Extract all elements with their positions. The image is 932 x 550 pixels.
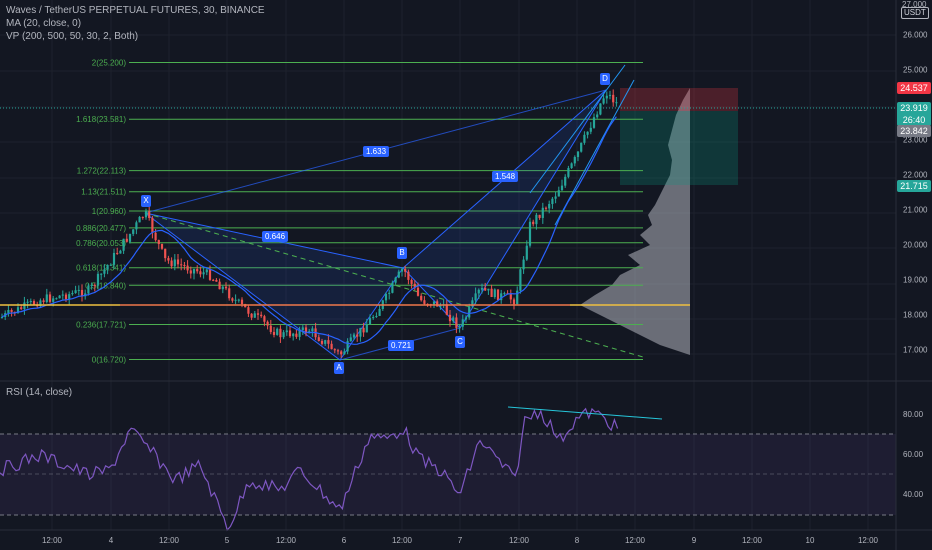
ratio-xb[interactable]: 0.646 — [262, 231, 289, 242]
vp-legend[interactable]: VP (200, 500, 50, 30, 2, Both) — [6, 31, 139, 42]
price-tick: 26.000 — [903, 31, 928, 40]
rsi-pane[interactable] — [0, 380, 932, 532]
price-tick: 22.000 — [903, 171, 928, 180]
time-label: 12:00 — [858, 536, 879, 545]
price-tick: 23.000 — [903, 136, 928, 145]
fib-label: 0.886(20.477) — [76, 224, 126, 233]
time-label: 12:00 — [42, 536, 63, 545]
rsi-legend[interactable]: RSI (14, close) — [6, 387, 73, 398]
rsi-tick: 40.00 — [903, 490, 924, 499]
time-label: 4 — [109, 536, 114, 545]
last-price-tag[interactable]: 23.919 26:40 — [897, 102, 931, 126]
point-c[interactable]: C — [455, 336, 465, 348]
ratio-ac[interactable]: 0.721 — [388, 340, 415, 351]
price-tick: 18.000 — [903, 311, 928, 320]
target-zone[interactable] — [620, 111, 738, 185]
time-label: 5 — [225, 536, 230, 545]
rsi-tick: 80.00 — [903, 410, 924, 419]
volume-profile-shape — [580, 88, 690, 355]
price-tick: 19.000 — [903, 276, 928, 285]
fib-label: 0(16.720) — [92, 356, 127, 365]
symbol-title[interactable]: Waves / TetherUS PERPETUAL FUTURES, 30, … — [6, 5, 265, 16]
stop-zone[interactable] — [620, 88, 738, 111]
price-tick: 21.000 — [903, 206, 928, 215]
point-x[interactable]: X — [141, 195, 151, 207]
last-price-value: 23.919 — [900, 103, 928, 113]
fib-label: 0.618(19.341) — [76, 264, 126, 273]
time-label: 12:00 — [742, 536, 763, 545]
time-axis[interactable]: 12:00 4 12:00 5 12:00 6 12:00 7 12:00 8 12:00 9 12:0… — [0, 529, 932, 545]
rsi-line — [0, 407, 619, 532]
channel-upper — [529, 64, 626, 194]
ma-line — [1, 116, 617, 345]
price-tick: 17.000 — [903, 346, 928, 355]
ma-legend[interactable]: MA (20, close, 0) — [6, 18, 82, 29]
time-label: 10 — [806, 536, 815, 545]
time-label: 12:00 — [509, 536, 530, 545]
point-d[interactable]: D — [600, 73, 610, 85]
axis-cut-label: 27.000 — [902, 0, 927, 9]
grid — [0, 0, 896, 530]
point-b[interactable]: B — [397, 247, 407, 259]
fib-label: 0.786(20.053) — [76, 239, 126, 248]
ratio-bd[interactable]: 1.548 — [492, 171, 519, 182]
fib-label: 1.618(23.581) — [76, 115, 126, 124]
candles — [0, 89, 618, 358]
fib-label: 1(20.960) — [92, 207, 127, 216]
stop-price-tag[interactable]: 24.537 — [897, 82, 931, 94]
time-label: 9 — [692, 536, 697, 545]
time-label: 12:00 — [392, 536, 413, 545]
time-label: 8 — [575, 536, 580, 545]
point-a[interactable]: A — [334, 362, 344, 374]
currency-label[interactable]: USDT — [901, 7, 929, 19]
volume-profile — [580, 88, 690, 355]
time-label: 6 — [342, 536, 347, 545]
time-label: 12:00 — [159, 536, 180, 545]
fib-label: 2(25.200) — [92, 59, 127, 68]
price-axis[interactable]: 26.000 25.000 23.000 22.000 21.000 20.000 19.0… — [895, 0, 928, 550]
rsi-divergence — [507, 406, 663, 420]
time-label: 12:00 — [625, 536, 646, 545]
time-label: 7 — [458, 536, 463, 545]
trendline-dashed — [144, 212, 644, 358]
price-tick: 20.000 — [903, 241, 928, 250]
fib-label: 1.13(21.511) — [81, 188, 126, 197]
bar-countdown: 26:40 — [902, 115, 926, 125]
time-label: 12:00 — [276, 536, 297, 545]
fib-label: 1.272(22.113) — [77, 167, 127, 176]
rsi-tick: 60.00 — [903, 450, 924, 459]
fib-label: 0.236(17.721) — [76, 320, 126, 329]
target-price-tag[interactable]: 21.715 — [897, 180, 931, 192]
ma-price-tag[interactable]: 23.842 — [897, 125, 931, 137]
price-tick: 25.000 — [903, 66, 928, 75]
ratio-xd[interactable]: 1.633 — [363, 146, 390, 157]
